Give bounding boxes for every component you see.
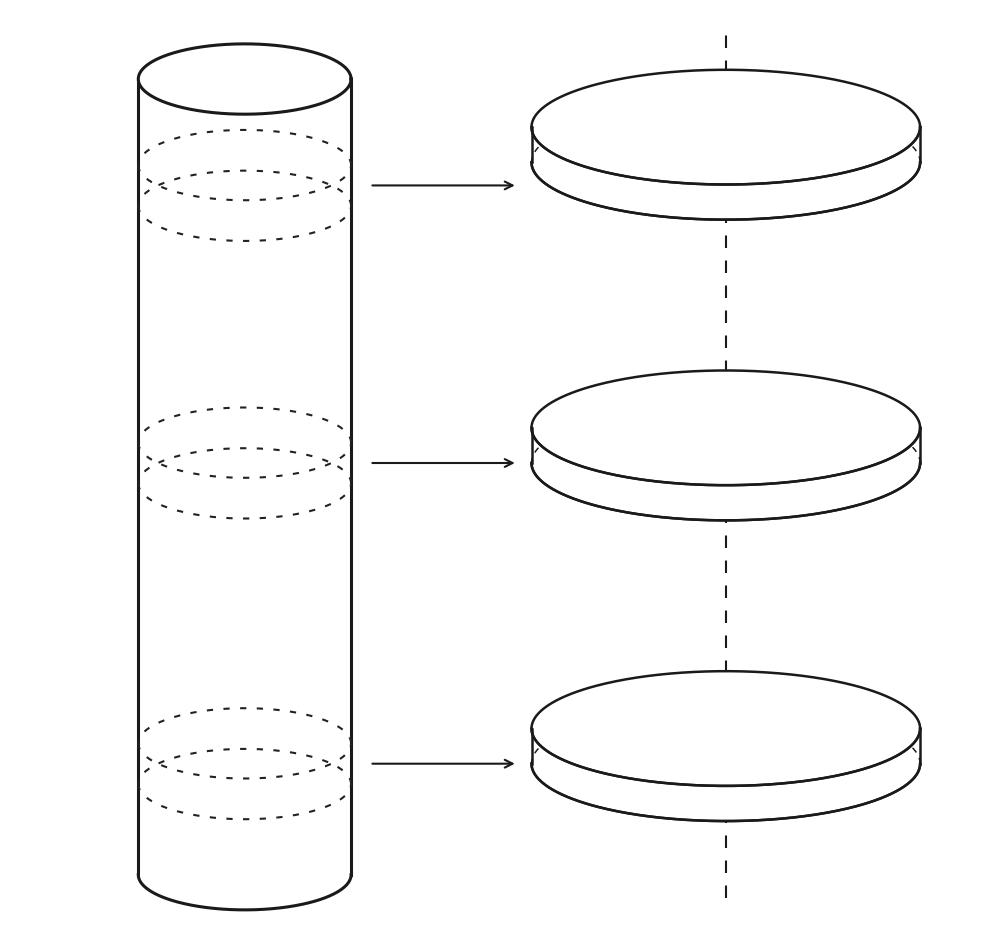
Polygon shape bbox=[531, 671, 920, 786]
Polygon shape bbox=[138, 44, 351, 115]
Polygon shape bbox=[531, 70, 920, 185]
Polygon shape bbox=[531, 371, 920, 486]
Polygon shape bbox=[531, 128, 920, 221]
Polygon shape bbox=[531, 428, 920, 521]
Polygon shape bbox=[138, 80, 351, 910]
Polygon shape bbox=[531, 729, 920, 821]
